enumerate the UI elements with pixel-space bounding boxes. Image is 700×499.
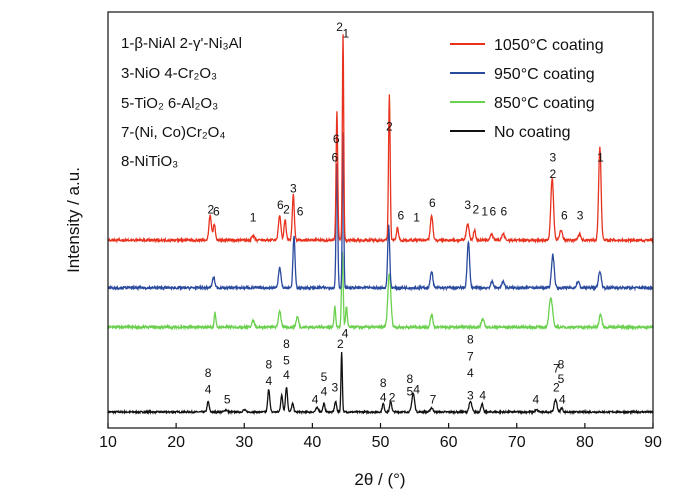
peak-label-1-21: 3	[550, 151, 557, 165]
peak-label-4-29: 2	[553, 380, 560, 394]
phase-key-line-4: 7-(Ni, Co)Cr₂O₄	[121, 124, 225, 141]
x-tick-label-6: 60	[440, 434, 458, 451]
peak-label-1-1: 2	[208, 202, 215, 216]
x-tick-label-9: 90	[644, 434, 662, 451]
peak-label-4-12: 3	[332, 380, 339, 394]
peak-label-4-24: 3	[467, 389, 474, 403]
legend-label-2: 950°C coating	[494, 66, 595, 83]
peak-label-4-9: 4	[312, 393, 319, 407]
phase-key-line-3: 5-TiO₂ 6-Al₂O₃	[121, 95, 218, 112]
peak-label-4-20: 7	[430, 393, 437, 407]
x-tick-label-7: 70	[508, 434, 526, 451]
legend-label-1: 1050°C coating	[494, 37, 604, 54]
peak-label-4-23: 4	[467, 366, 474, 380]
x-axis-label: 2θ / (°)	[354, 470, 405, 489]
peak-label-1-24: 3	[577, 209, 584, 223]
peak-label-1-2: 6	[213, 204, 220, 218]
phase-key: 1-β-NiAl 2-γ'-Ni₃Al 3-NiO 4-Cr₂O₃ 5-TiO₂…	[121, 35, 242, 170]
series-line-1	[107, 34, 654, 244]
peak-label-4-7: 5	[283, 353, 290, 367]
peak-label-4-19: 4	[413, 382, 420, 396]
x-tick-label-1: 10	[99, 434, 117, 451]
peak-label-4-15: 4	[380, 391, 387, 405]
peak-label-4-31: 4	[559, 393, 566, 407]
peak-label-1-22: 2	[550, 167, 557, 181]
peak-label-4-17: 8	[406, 372, 413, 386]
peak-label-4-3: 5	[224, 393, 231, 407]
peak-label-4-6: 8	[283, 337, 290, 351]
peak-label-4-28: 8	[558, 358, 565, 372]
peak-label-1-13: 6	[398, 209, 405, 223]
peak-label-4-1: 8	[205, 366, 212, 380]
peak-label-1-23: 6	[561, 209, 568, 223]
peak-label-1-8: 6	[333, 132, 340, 146]
series-layer	[107, 34, 654, 416]
peak-label-4-25: 4	[479, 389, 486, 403]
x-tick-label-8: 80	[576, 434, 594, 451]
peak-label-1-12: 2	[386, 120, 393, 134]
peak-label-1-18: 1	[481, 204, 488, 218]
peak-label-1-14: 1	[413, 211, 420, 225]
peak-label-4-21: 8	[467, 333, 474, 347]
x-tick-label-3: 30	[235, 434, 253, 451]
peak-label-1-6: 3	[290, 182, 297, 196]
peak-label-1-7: 6	[297, 204, 304, 218]
peak-label-1-16: 3	[464, 198, 471, 212]
peak-label-1-20: 6	[500, 204, 507, 218]
peak-label-4-27: 7	[553, 362, 560, 376]
x-tick-label-4: 40	[303, 434, 321, 451]
peak-label-4-2: 4	[205, 382, 212, 396]
peak-label-1-11: 1	[342, 26, 349, 40]
peak-label-4-4: 8	[265, 358, 272, 372]
peak-label-4-26: 4	[532, 393, 539, 407]
peak-label-4-5: 4	[265, 374, 272, 388]
series-line-4	[107, 352, 654, 416]
y-axis-label: Intensity / a.u.	[64, 167, 83, 273]
peak-label-4-16: 2	[389, 391, 396, 405]
peak-label-4-11: 4	[321, 384, 328, 398]
peak-label-1-5: 2	[283, 202, 290, 216]
peak-label-1-15: 6	[429, 196, 436, 210]
x-tick-layer: 10 20 30 40 50 60 70 80 90	[99, 423, 662, 451]
series-line-3	[107, 251, 654, 331]
x-tick-label-5: 50	[372, 434, 390, 451]
peak-label-4-18: 5	[406, 384, 413, 398]
peak-label-1-10: 2	[336, 20, 343, 34]
peak-label-1-3: 1	[250, 211, 257, 225]
phase-key-line-1: 1-β-NiAl 2-γ'-Ni₃Al	[121, 35, 242, 52]
peak-label-4-22: 7	[467, 349, 474, 363]
legend-label-4: No coating	[494, 124, 571, 141]
peak-label-4-30: 5	[558, 372, 565, 386]
peak-label-1-25: 1	[597, 151, 604, 165]
peak-label-4-8: 4	[283, 368, 290, 382]
peak-label-1-17: 2	[473, 202, 480, 216]
series-line-2	[107, 132, 654, 292]
peak-label-1-4: 6	[277, 198, 284, 212]
legend: 1050°C coating 950°C coating 850°C coating…	[450, 37, 604, 141]
peak-label-4-14: 8	[380, 376, 387, 390]
peak-label-1-9: 6	[332, 151, 339, 165]
legend-label-3: 850°C coating	[494, 95, 595, 112]
peak-label-1-19: 6	[490, 204, 497, 218]
x-tick-label-2: 20	[167, 434, 185, 451]
peak-label-3-1: 4	[342, 327, 349, 341]
phase-key-line-2: 3-NiO 4-Cr₂O₃	[121, 65, 217, 82]
phase-key-line-5: 8-NiTiO₃	[121, 153, 178, 170]
peak-label-4-13: 2	[337, 337, 344, 351]
peak-label-4-10: 5	[321, 370, 328, 384]
